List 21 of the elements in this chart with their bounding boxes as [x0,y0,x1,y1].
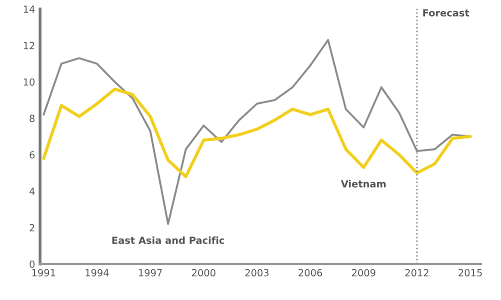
line-series [42,88,472,178]
y-tick-label: 4 [30,188,35,195]
ref-line-label: Forecast [423,9,470,17]
x-tick-label: 1991 [32,269,56,276]
y-tick-label: 2 [30,224,34,232]
x-tick-label: 1997 [138,269,162,276]
x-tick-label: 2000 [192,269,216,276]
y-tick-label: 0 [30,260,35,268]
x-tick-label: 2015 [458,269,482,276]
x-tick-label: 2009 [352,269,376,276]
x-tick-label: 1994 [86,269,109,276]
series-label: Vietnam [340,180,386,188]
y-tick-label: 8 [30,114,35,122]
y-tick-label: 14 [24,6,35,13]
x-tick-label: 2012 [405,269,428,276]
series-label: East Asia and Pacific [112,236,224,244]
y-tick-label: 10 [24,78,35,86]
x-tick-label: 2003 [245,269,269,276]
x-tick-label: 2006 [298,269,322,276]
y-tick-label: 12 [24,42,34,50]
y-tick-label: 6 [30,151,35,159]
